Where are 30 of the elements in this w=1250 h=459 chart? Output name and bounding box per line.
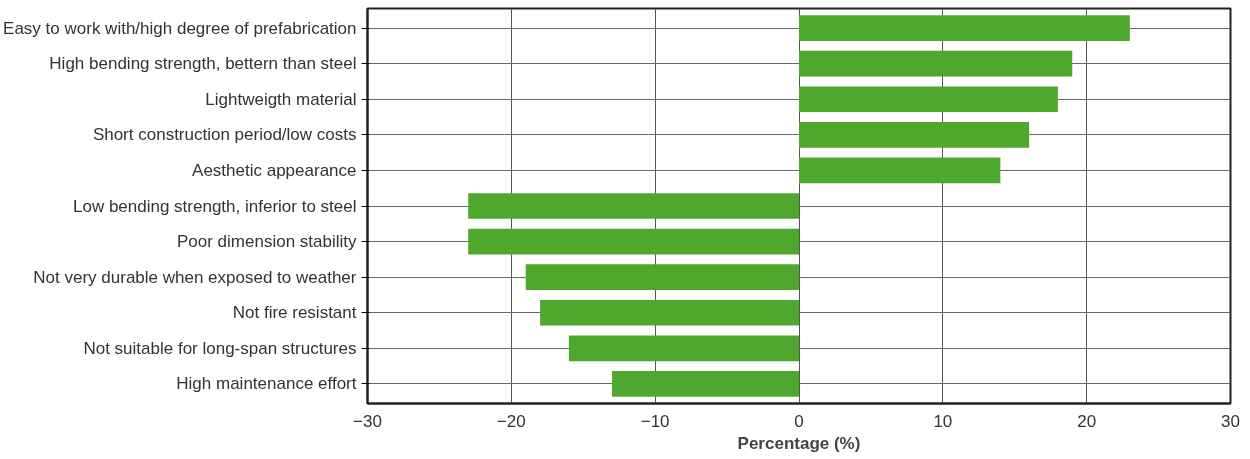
- y-tick-label: High maintenance effort: [176, 374, 357, 394]
- bar: [468, 193, 799, 219]
- y-tick-label: Low bending strength, inferior to steel: [73, 196, 357, 216]
- x-tick-label: 10: [933, 411, 953, 431]
- x-tick-label: 30: [1221, 411, 1240, 431]
- x-axis-title: Percentage (%): [737, 433, 861, 453]
- x-tick-label: −30: [353, 411, 382, 431]
- bar: [540, 299, 799, 326]
- y-tick-label: Not suitable for long-span structures: [83, 338, 357, 358]
- bar: [799, 50, 1073, 77]
- y-tick-label: High bending strength, bettern than steel: [49, 54, 357, 74]
- y-tick-label: Poor dimension stability: [176, 232, 357, 252]
- bar: [799, 15, 1130, 41]
- x-tick-label: −20: [496, 411, 526, 431]
- x-tick-label: 20: [1077, 411, 1097, 431]
- bar: [568, 335, 799, 362]
- y-tick-label: Not very durable when exposed to weather: [33, 267, 357, 287]
- x-tick-label: −10: [640, 411, 670, 431]
- y-tick-label: Easy to work with/high degree of prefabrication: [3, 18, 357, 38]
- x-tick-label: 0: [794, 411, 804, 431]
- bar: [799, 157, 1001, 184]
- y-tick-label: Short construction period/low costs: [92, 125, 357, 145]
- y-tick-label: Lightweigth material: [205, 89, 357, 109]
- y-tick-label: Not fire resistant: [232, 303, 357, 323]
- bar: [612, 371, 799, 397]
- bar: [799, 86, 1058, 113]
- bar: [468, 228, 799, 255]
- y-tick-label: Aesthetic appearance: [192, 160, 357, 180]
- bar: [799, 122, 1030, 148]
- bar: [525, 264, 799, 290]
